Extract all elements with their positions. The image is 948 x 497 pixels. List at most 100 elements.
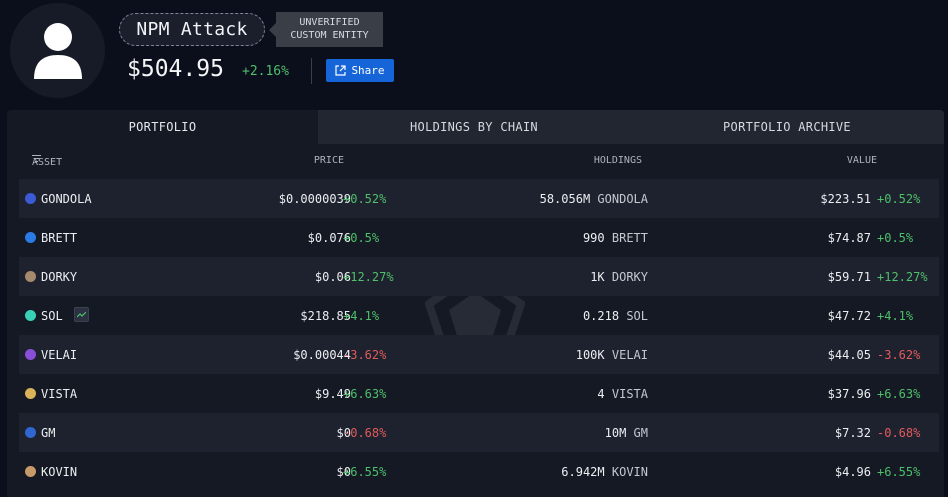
table-row[interactable]: SOL $218.85 +4.1% 0.218 SOL $47.72 +4.1% bbox=[19, 296, 939, 335]
filter-lines-icon bbox=[32, 155, 41, 162]
trend-up-icon[interactable] bbox=[74, 307, 89, 322]
price-change: +6.63% bbox=[343, 387, 387, 401]
holdings-cell: 10M GM bbox=[605, 426, 648, 440]
holdings-cell: 990 BRETT bbox=[583, 231, 648, 245]
column-holdings[interactable]: HOLDINGS bbox=[593, 155, 642, 166]
holdings-unit: DORKY bbox=[611, 270, 648, 284]
price-change: +4.1% bbox=[343, 309, 380, 323]
asset-name[interactable]: KOVIN bbox=[41, 465, 78, 479]
asset-value: $4.96 bbox=[834, 465, 871, 479]
price-change: -3.62% bbox=[343, 348, 387, 362]
asset-value: $74.87 bbox=[827, 231, 871, 245]
value-change: -3.62% bbox=[877, 348, 921, 362]
asset-price: $218.85 bbox=[300, 309, 351, 323]
table-row[interactable]: DORKY $0.06 +12.27% 1K DORKY $59.71 +12.27% bbox=[19, 257, 939, 296]
holdings-unit: BRETT bbox=[611, 231, 648, 245]
table-row[interactable]: KOVIN $0 +6.55% 6.942M KOVIN $4.96 +6.55% bbox=[19, 452, 939, 491]
asset-name[interactable]: VELAI bbox=[41, 348, 78, 362]
asset-name[interactable]: SOL bbox=[41, 309, 63, 323]
portfolio-balance: $504.95 bbox=[127, 56, 224, 82]
value-change: +6.63% bbox=[877, 387, 921, 401]
avatar bbox=[10, 3, 105, 98]
tab-bar: PORTFOLIO HOLDINGS BY CHAIN PORTFOLIO AR… bbox=[7, 110, 944, 144]
holdings-unit: KOVIN bbox=[611, 465, 648, 479]
token-icon bbox=[25, 466, 36, 477]
asset-price: $0.0000039 bbox=[278, 192, 351, 206]
column-asset-label: ASSET bbox=[32, 157, 63, 168]
holdings-unit: VISTA bbox=[611, 387, 648, 401]
asset-name[interactable]: GM bbox=[41, 426, 56, 440]
token-icon bbox=[25, 310, 36, 321]
column-asset[interactable]: ASSET bbox=[32, 155, 62, 168]
holdings-unit: GONDOLA bbox=[597, 192, 648, 206]
asset-price: $0 bbox=[336, 465, 351, 479]
portfolio-panel: PORTFOLIO HOLDINGS BY CHAIN PORTFOLIO AR… bbox=[7, 110, 944, 497]
holdings-amount: 990 bbox=[582, 231, 605, 245]
entity-header: NPM Attack UNVERIFIED CUSTOM ENTITY $504… bbox=[0, 0, 948, 110]
holdings-cell: 0.218 SOL bbox=[583, 309, 648, 323]
column-price[interactable]: PRICE bbox=[313, 155, 344, 166]
share-button[interactable]: Share bbox=[326, 59, 394, 82]
header-divider bbox=[311, 58, 312, 84]
table-row[interactable]: GM $0 -0.68% 10M GM $7.32 -0.68% bbox=[19, 413, 939, 452]
holdings-amount: 6.942M bbox=[561, 465, 605, 479]
price-change: +0.5% bbox=[343, 231, 380, 245]
holdings-unit: SOL bbox=[626, 309, 648, 323]
asset-value: $44.05 bbox=[827, 348, 871, 362]
asset-value: $47.72 bbox=[827, 309, 871, 323]
table-header: ASSET PRICE HOLDINGS VALUE bbox=[19, 153, 939, 169]
asset-price: $0 bbox=[336, 426, 351, 440]
table-row[interactable]: VISTA $9.49 +6.63% 4 VISTA $37.96 +6.63% bbox=[19, 374, 939, 413]
value-change: +0.5% bbox=[877, 231, 914, 245]
asset-value: $223.51 bbox=[820, 192, 871, 206]
holdings-amount: 100K bbox=[575, 348, 605, 362]
asset-value: $59.71 bbox=[827, 270, 871, 284]
asset-name[interactable]: GONDOLA bbox=[41, 192, 92, 206]
asset-value: $7.32 bbox=[834, 426, 871, 440]
holdings-cell: 4 VISTA bbox=[597, 387, 648, 401]
table-row[interactable]: GONDOLA $0.0000039 +0.52% 58.056M GONDOLA $2… bbox=[19, 179, 939, 218]
value-change: +0.52% bbox=[877, 192, 921, 206]
portfolio-balance-change: +2.16% bbox=[242, 64, 289, 79]
token-icon bbox=[25, 427, 36, 438]
token-icon bbox=[25, 232, 36, 243]
value-change: +4.1% bbox=[877, 309, 914, 323]
holdings-cell: 58.056M GONDOLA bbox=[540, 192, 648, 206]
holdings-cell: 6.942M KOVIN bbox=[561, 465, 648, 479]
unverified-badge-line2: CUSTOM ENTITY bbox=[290, 30, 369, 41]
price-change: +12.27% bbox=[343, 270, 394, 284]
holdings-amount: 0.218 bbox=[582, 309, 620, 323]
tab-holdings-by-chain[interactable]: HOLDINGS BY CHAIN bbox=[318, 110, 630, 144]
tab-portfolio[interactable]: PORTFOLIO bbox=[7, 110, 318, 144]
holdings-amount: 10M bbox=[604, 426, 627, 440]
token-icon bbox=[25, 349, 36, 360]
token-icon bbox=[25, 271, 36, 282]
token-icon bbox=[25, 388, 36, 399]
tab-portfolio-archive[interactable]: PORTFOLIO ARCHIVE bbox=[630, 110, 944, 144]
asset-price: $0.06 bbox=[314, 270, 351, 284]
holdings-unit: VELAI bbox=[611, 348, 648, 362]
holdings-cell: 1K DORKY bbox=[590, 270, 648, 284]
table-row[interactable]: BRETT $0.076 +0.5% 990 BRETT $74.87 +0.5% bbox=[19, 218, 939, 257]
holdings-table: GONDOLA $0.0000039 +0.52% 58.056M GONDOLA $2… bbox=[19, 179, 939, 491]
price-change: -0.68% bbox=[343, 426, 387, 440]
price-change: +0.52% bbox=[343, 192, 387, 206]
table-row[interactable]: VELAI $0.00044 -3.62% 100K VELAI $44.05 -3.62… bbox=[19, 335, 939, 374]
holdings-amount: 1K bbox=[590, 270, 605, 284]
asset-price: $0.00044 bbox=[293, 348, 351, 362]
asset-name[interactable]: VISTA bbox=[41, 387, 78, 401]
column-value[interactable]: VALUE bbox=[846, 155, 877, 166]
external-link-icon bbox=[335, 65, 347, 76]
holdings-amount: 4 bbox=[597, 387, 605, 401]
asset-name[interactable]: BRETT bbox=[41, 231, 78, 245]
asset-price: $0.076 bbox=[307, 231, 351, 245]
value-change: +12.27% bbox=[877, 270, 928, 284]
unverified-badge: UNVERIFIED CUSTOM ENTITY bbox=[269, 12, 383, 47]
price-change: +6.55% bbox=[343, 465, 387, 479]
entity-name: NPM Attack bbox=[119, 13, 265, 46]
holdings-amount: 58.056M bbox=[539, 192, 591, 206]
asset-price: $9.49 bbox=[314, 387, 351, 401]
holdings-cell: 100K VELAI bbox=[576, 348, 648, 362]
asset-name[interactable]: DORKY bbox=[41, 270, 78, 284]
user-silhouette-icon bbox=[33, 22, 82, 79]
